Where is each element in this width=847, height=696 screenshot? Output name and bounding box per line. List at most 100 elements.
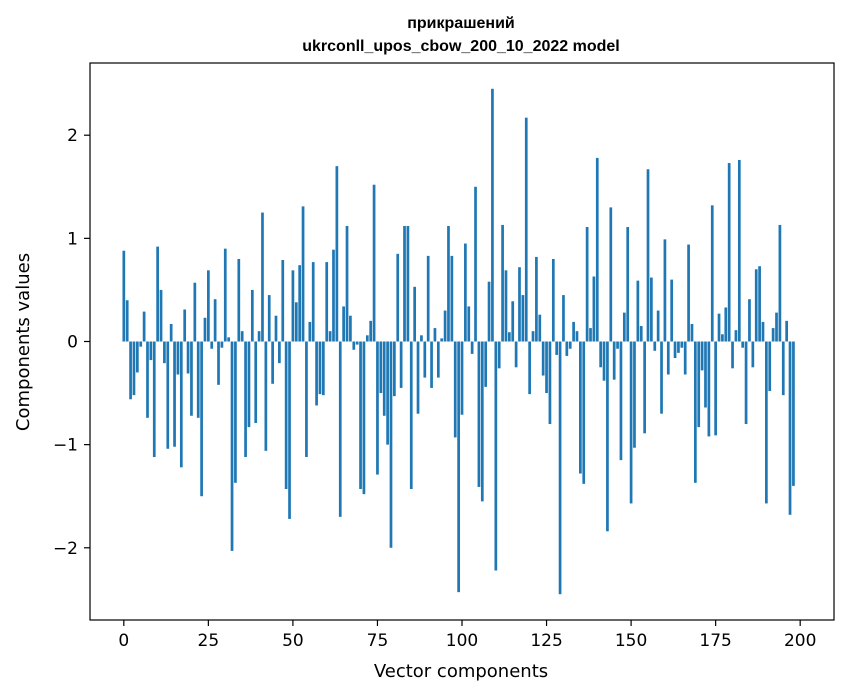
bar [264, 341, 268, 451]
bar [609, 207, 613, 342]
bar [163, 341, 166, 364]
y-tick-label: −2 [53, 539, 78, 559]
x-tick-label: 50 [282, 631, 304, 651]
bar [693, 341, 697, 483]
bar [349, 315, 352, 342]
bar [453, 341, 457, 438]
bar [413, 286, 417, 342]
bar [697, 341, 701, 428]
bar [504, 270, 508, 342]
bar [342, 306, 345, 342]
bar [278, 341, 281, 364]
bar [423, 341, 427, 378]
bar [457, 341, 460, 593]
bar [666, 341, 670, 375]
bar [491, 88, 494, 342]
bar [585, 227, 589, 342]
bar [311, 262, 315, 342]
x-tick-label: 25 [198, 631, 220, 651]
bar [372, 184, 376, 342]
bar [575, 331, 579, 342]
bar [359, 341, 362, 489]
bar [355, 341, 359, 345]
bar [721, 334, 724, 342]
bar [572, 321, 575, 342]
bar [139, 341, 143, 347]
x-tick-label: 150 [615, 631, 647, 651]
bar [271, 341, 274, 384]
bar [386, 341, 389, 445]
bar [589, 328, 592, 342]
bar [663, 239, 667, 342]
bar [650, 277, 653, 342]
bar [538, 314, 542, 342]
bar [653, 341, 657, 351]
bar [521, 295, 525, 342]
bar [430, 341, 433, 388]
bar [332, 249, 335, 342]
bar [159, 289, 163, 342]
bar [149, 341, 153, 361]
bar [761, 321, 765, 342]
bar [365, 335, 369, 342]
bar [220, 341, 224, 348]
bar [551, 258, 555, 342]
bar [788, 341, 792, 515]
bar [781, 341, 785, 396]
bar [173, 341, 176, 447]
bar [122, 250, 126, 342]
x-tick-label: 0 [118, 631, 129, 651]
bar [403, 225, 406, 342]
bar [677, 341, 680, 353]
bar [420, 335, 423, 342]
bar [737, 159, 741, 342]
bar [186, 341, 190, 374]
bar [778, 224, 782, 342]
bar [250, 289, 254, 342]
bar [379, 341, 383, 394]
bar [501, 224, 504, 342]
bar [213, 299, 217, 342]
bar [734, 330, 738, 342]
y-axis-label: Components values [13, 253, 34, 431]
bar [207, 270, 210, 342]
bar [599, 341, 603, 368]
bar [717, 313, 721, 342]
bar [382, 341, 386, 416]
bar [369, 320, 373, 342]
bar [142, 311, 146, 342]
bar [579, 341, 582, 474]
bar [125, 300, 129, 342]
chart-title-line1: прикрашений [407, 15, 515, 32]
bar [558, 341, 562, 595]
bar [443, 310, 447, 342]
x-tick-label: 75 [367, 631, 389, 651]
bar [267, 295, 271, 342]
bar [524, 117, 528, 342]
bar [321, 341, 325, 396]
bar [257, 331, 261, 342]
bar [460, 341, 464, 415]
bar [328, 331, 332, 342]
bar [210, 341, 214, 349]
bar [714, 341, 717, 436]
bar [751, 341, 755, 368]
bars-group [122, 88, 795, 595]
bar [281, 260, 285, 342]
bar [227, 337, 231, 342]
bar [447, 225, 450, 342]
bar [656, 310, 660, 342]
bar [426, 255, 430, 342]
bar [464, 243, 467, 342]
bar [284, 341, 288, 489]
bar [477, 341, 481, 487]
bar [240, 331, 244, 342]
bar [247, 341, 251, 428]
bar [629, 341, 633, 504]
bar [541, 341, 545, 376]
bar [166, 341, 170, 449]
bar [396, 253, 400, 342]
bar [190, 341, 193, 416]
bar [562, 295, 565, 342]
bar [592, 276, 596, 342]
